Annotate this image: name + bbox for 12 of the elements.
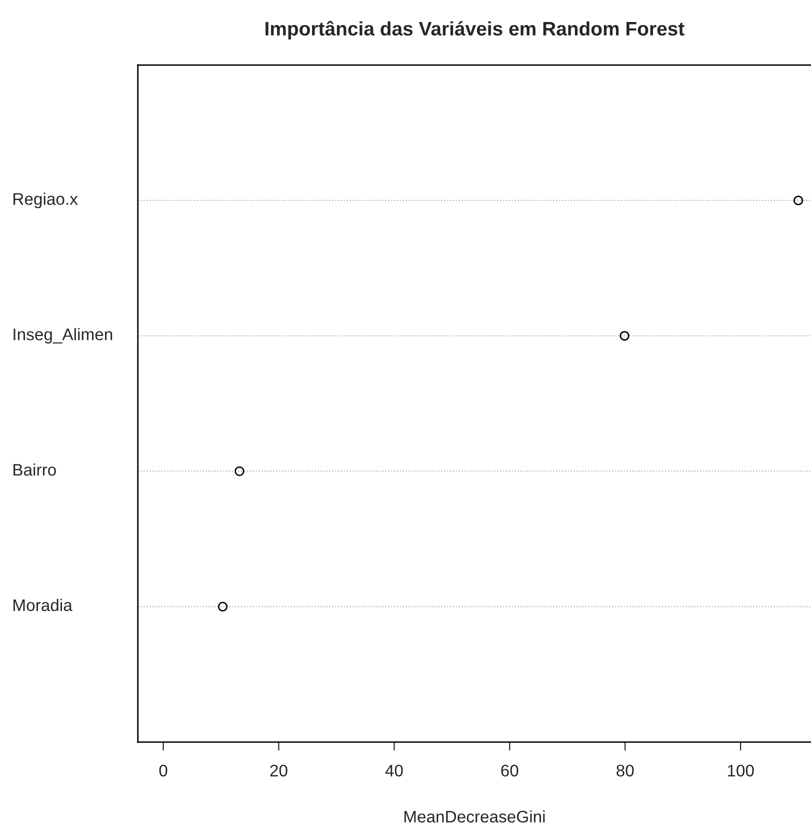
x-tick-label: 40 — [385, 764, 403, 776]
x-tick-label: 60 — [501, 764, 518, 776]
x-tick-label: 100 — [728, 764, 754, 776]
y-tick-label: Moradia — [14, 598, 72, 612]
y-tick-label: Bairro — [14, 463, 56, 476]
y-tick-label: Regiao.x — [14, 192, 78, 208]
x-tick-label: 80 — [616, 764, 634, 776]
y-tick-label: Inseg_Alimen — [14, 328, 112, 344]
chart-title: Importância das Variáveis em Random Forest — [266, 20, 684, 40]
x-tick-label: 0 — [159, 764, 168, 776]
x-axis-title: MeanDecreaseGini — [404, 810, 545, 823]
x-tick-label: 20 — [270, 764, 288, 776]
